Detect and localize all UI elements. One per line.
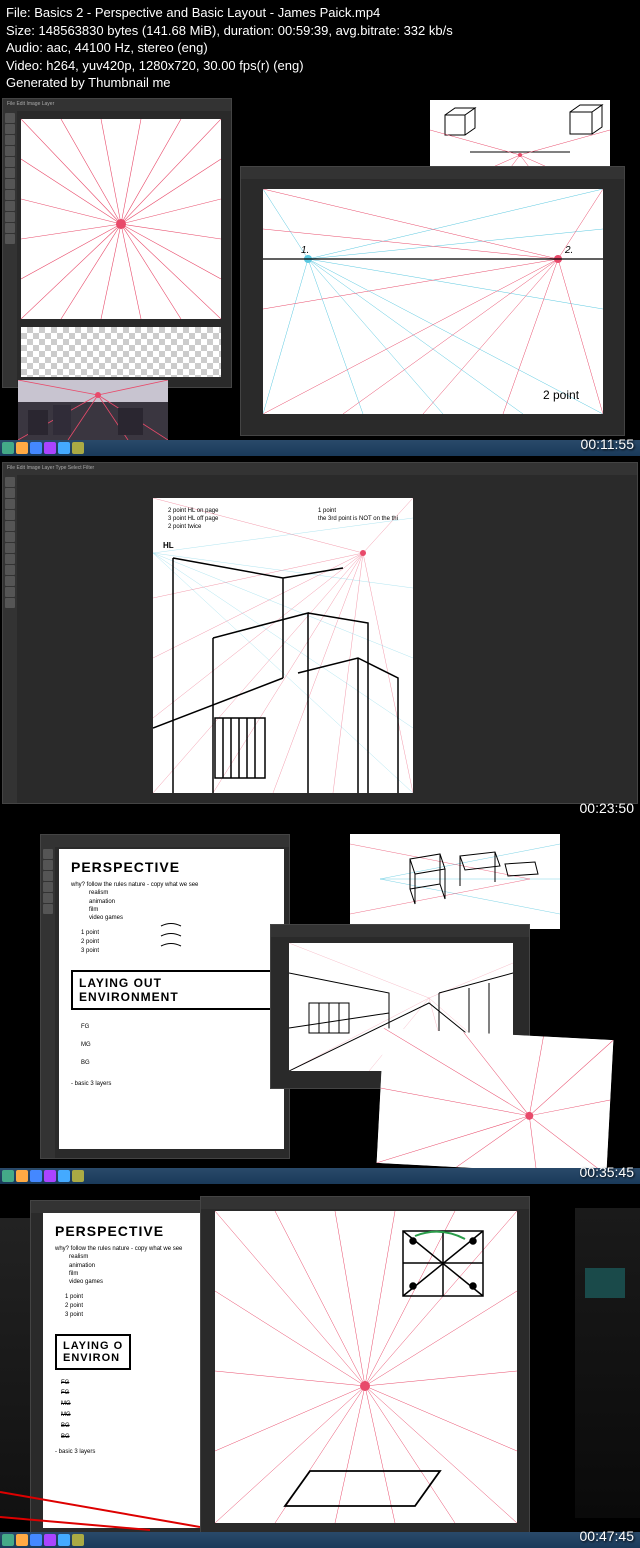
canvas-buildings: 2 point HL on page 3 point HL off page 2… bbox=[153, 498, 413, 793]
why-line: why? follow the rules nature - copy what… bbox=[71, 881, 272, 889]
two-point-label: 2 point bbox=[543, 388, 580, 402]
burst-canvas-2 bbox=[377, 1028, 614, 1175]
svg-text:1 point: 1 point bbox=[318, 508, 336, 514]
canvas-2point: 1. 2. 2 point bbox=[263, 189, 603, 414]
svg-text:2 point twice: 2 point twice bbox=[168, 524, 202, 530]
perspective-title-2: PERSPECTIVE bbox=[55, 1223, 191, 1239]
ps-toolbar-3 bbox=[41, 847, 55, 1158]
frame-4: PERSPECTIVE why? follow the rules nature… bbox=[0, 1188, 640, 1548]
env-list: FG MG BG bbox=[81, 1018, 272, 1072]
ps-menubar-7 bbox=[201, 1197, 529, 1209]
audio-label: Audio: bbox=[6, 40, 43, 55]
thumbnail-grid: File Edit Image Layer bbox=[0, 96, 640, 1548]
timestamp-2: 00:23:50 bbox=[580, 800, 635, 816]
size-value: 148563830 bytes (141.68 MiB) bbox=[39, 23, 217, 38]
reference-photo bbox=[18, 380, 168, 440]
generated-line: Generated by Thumbnail me bbox=[6, 74, 634, 92]
notes-canvas-2: PERSPECTIVE why? follow the rules nature… bbox=[43, 1213, 203, 1528]
video-label: Video: bbox=[6, 58, 43, 73]
notes-canvas: PERSPECTIVE why? follow the rules nature… bbox=[59, 849, 284, 1149]
canvas-main bbox=[215, 1211, 517, 1523]
taskbar-3[interactable] bbox=[0, 1168, 640, 1184]
env-title-2: LAYING OENVIRON bbox=[55, 1334, 131, 1370]
svg-text:the 3rd point is NOT on the th: the 3rd point is NOT on the thi bbox=[318, 516, 398, 522]
why-list-2: realism animation film video games bbox=[69, 1253, 191, 1287]
bitrate-label: avg.bitrate: bbox=[336, 23, 400, 38]
ps-menubar: File Edit Image Layer bbox=[3, 99, 231, 111]
ps-window-buildings: File Edit Image Layer Type Select Filter bbox=[2, 462, 638, 804]
ps-toolbar-2 bbox=[3, 475, 17, 803]
frame-2: File Edit Image Layer Type Select Filter bbox=[0, 460, 640, 820]
svg-text:1.: 1. bbox=[301, 245, 309, 256]
file-label: File: bbox=[6, 5, 31, 20]
env-footer: - basic 3 layers bbox=[71, 1080, 272, 1088]
ps-window-2point: 1. 2. 2 point bbox=[240, 166, 625, 436]
perspective-title: PERSPECTIVE bbox=[71, 859, 272, 875]
point-list-2: 1 point 2 point 3 point bbox=[65, 1293, 191, 1320]
filename: Basics 2 - Perspective and Basic Layout … bbox=[34, 5, 380, 20]
why-list: realism animation film video games bbox=[89, 889, 272, 923]
svg-text:3 point HL off page: 3 point HL off page bbox=[168, 516, 219, 522]
red-accent-icon bbox=[0, 1482, 200, 1532]
metadata-header: File: Basics 2 - Perspective and Basic L… bbox=[0, 0, 640, 96]
svg-text:2 point HL on page: 2 point HL on page bbox=[168, 508, 219, 514]
ps-toolbar bbox=[3, 111, 17, 387]
timestamp-3: 00:35:45 bbox=[580, 1164, 635, 1180]
checker-canvas bbox=[21, 327, 221, 377]
frame-3: PERSPECTIVE why? follow the rules nature… bbox=[0, 824, 640, 1184]
radial-burst-icon bbox=[21, 119, 221, 319]
taskbar-1[interactable] bbox=[0, 440, 640, 456]
timestamp-4: 00:47:45 bbox=[580, 1528, 635, 1544]
svg-text:HL: HL bbox=[163, 541, 174, 550]
duration-value: 00:59:39 bbox=[278, 23, 329, 38]
why-line-2: why? follow the rules nature - copy what… bbox=[55, 1245, 191, 1253]
timestamp-1: 00:11:55 bbox=[581, 436, 634, 452]
boxes-canvas bbox=[350, 834, 560, 929]
audio-line: Audio: aac, 44100 Hz, stereo (eng) bbox=[6, 39, 634, 57]
video-line: Video: h264, yuv420p, 1280x720, 30.00 fp… bbox=[6, 57, 634, 75]
ps-window-notes: PERSPECTIVE why? follow the rules nature… bbox=[40, 834, 290, 1159]
canvas-radial bbox=[21, 119, 221, 319]
taskbar-4[interactable] bbox=[0, 1532, 640, 1548]
dark-ref-panel-2 bbox=[575, 1208, 640, 1518]
ps-window-left: File Edit Image Layer bbox=[2, 98, 232, 388]
size-label: Size: bbox=[6, 23, 35, 38]
video-value: h264, yuv420p, 1280x720, 30.00 fps(r) (e… bbox=[46, 58, 303, 73]
bitrate-value: 332 kb/s bbox=[404, 23, 453, 38]
size-line: Size: 148563830 bytes (141.68 MiB), dura… bbox=[6, 22, 634, 40]
ps-window-main bbox=[200, 1196, 530, 1534]
ps-menubar-5 bbox=[271, 925, 529, 937]
env-footer-2: - basic 3 layers bbox=[55, 1448, 191, 1456]
point-scribble-icon bbox=[159, 921, 199, 951]
ps-menubar-3: File Edit Image Layer Type Select Filter bbox=[3, 463, 637, 475]
ps-menubar-4 bbox=[41, 835, 289, 847]
env-list-2: FG FG MG MG BG BG bbox=[61, 1378, 191, 1443]
env-title: LAYING OUT ENVIRONMENT bbox=[71, 970, 272, 1010]
ps-menubar-6 bbox=[31, 1201, 209, 1213]
file-line: File: Basics 2 - Perspective and Basic L… bbox=[6, 4, 634, 22]
duration-label: duration: bbox=[224, 23, 275, 38]
svg-text:2.: 2. bbox=[564, 245, 573, 256]
ps-menubar-2 bbox=[241, 167, 624, 179]
audio-value: aac, 44100 Hz, stereo (eng) bbox=[47, 40, 208, 55]
frame-1: File Edit Image Layer bbox=[0, 96, 640, 456]
